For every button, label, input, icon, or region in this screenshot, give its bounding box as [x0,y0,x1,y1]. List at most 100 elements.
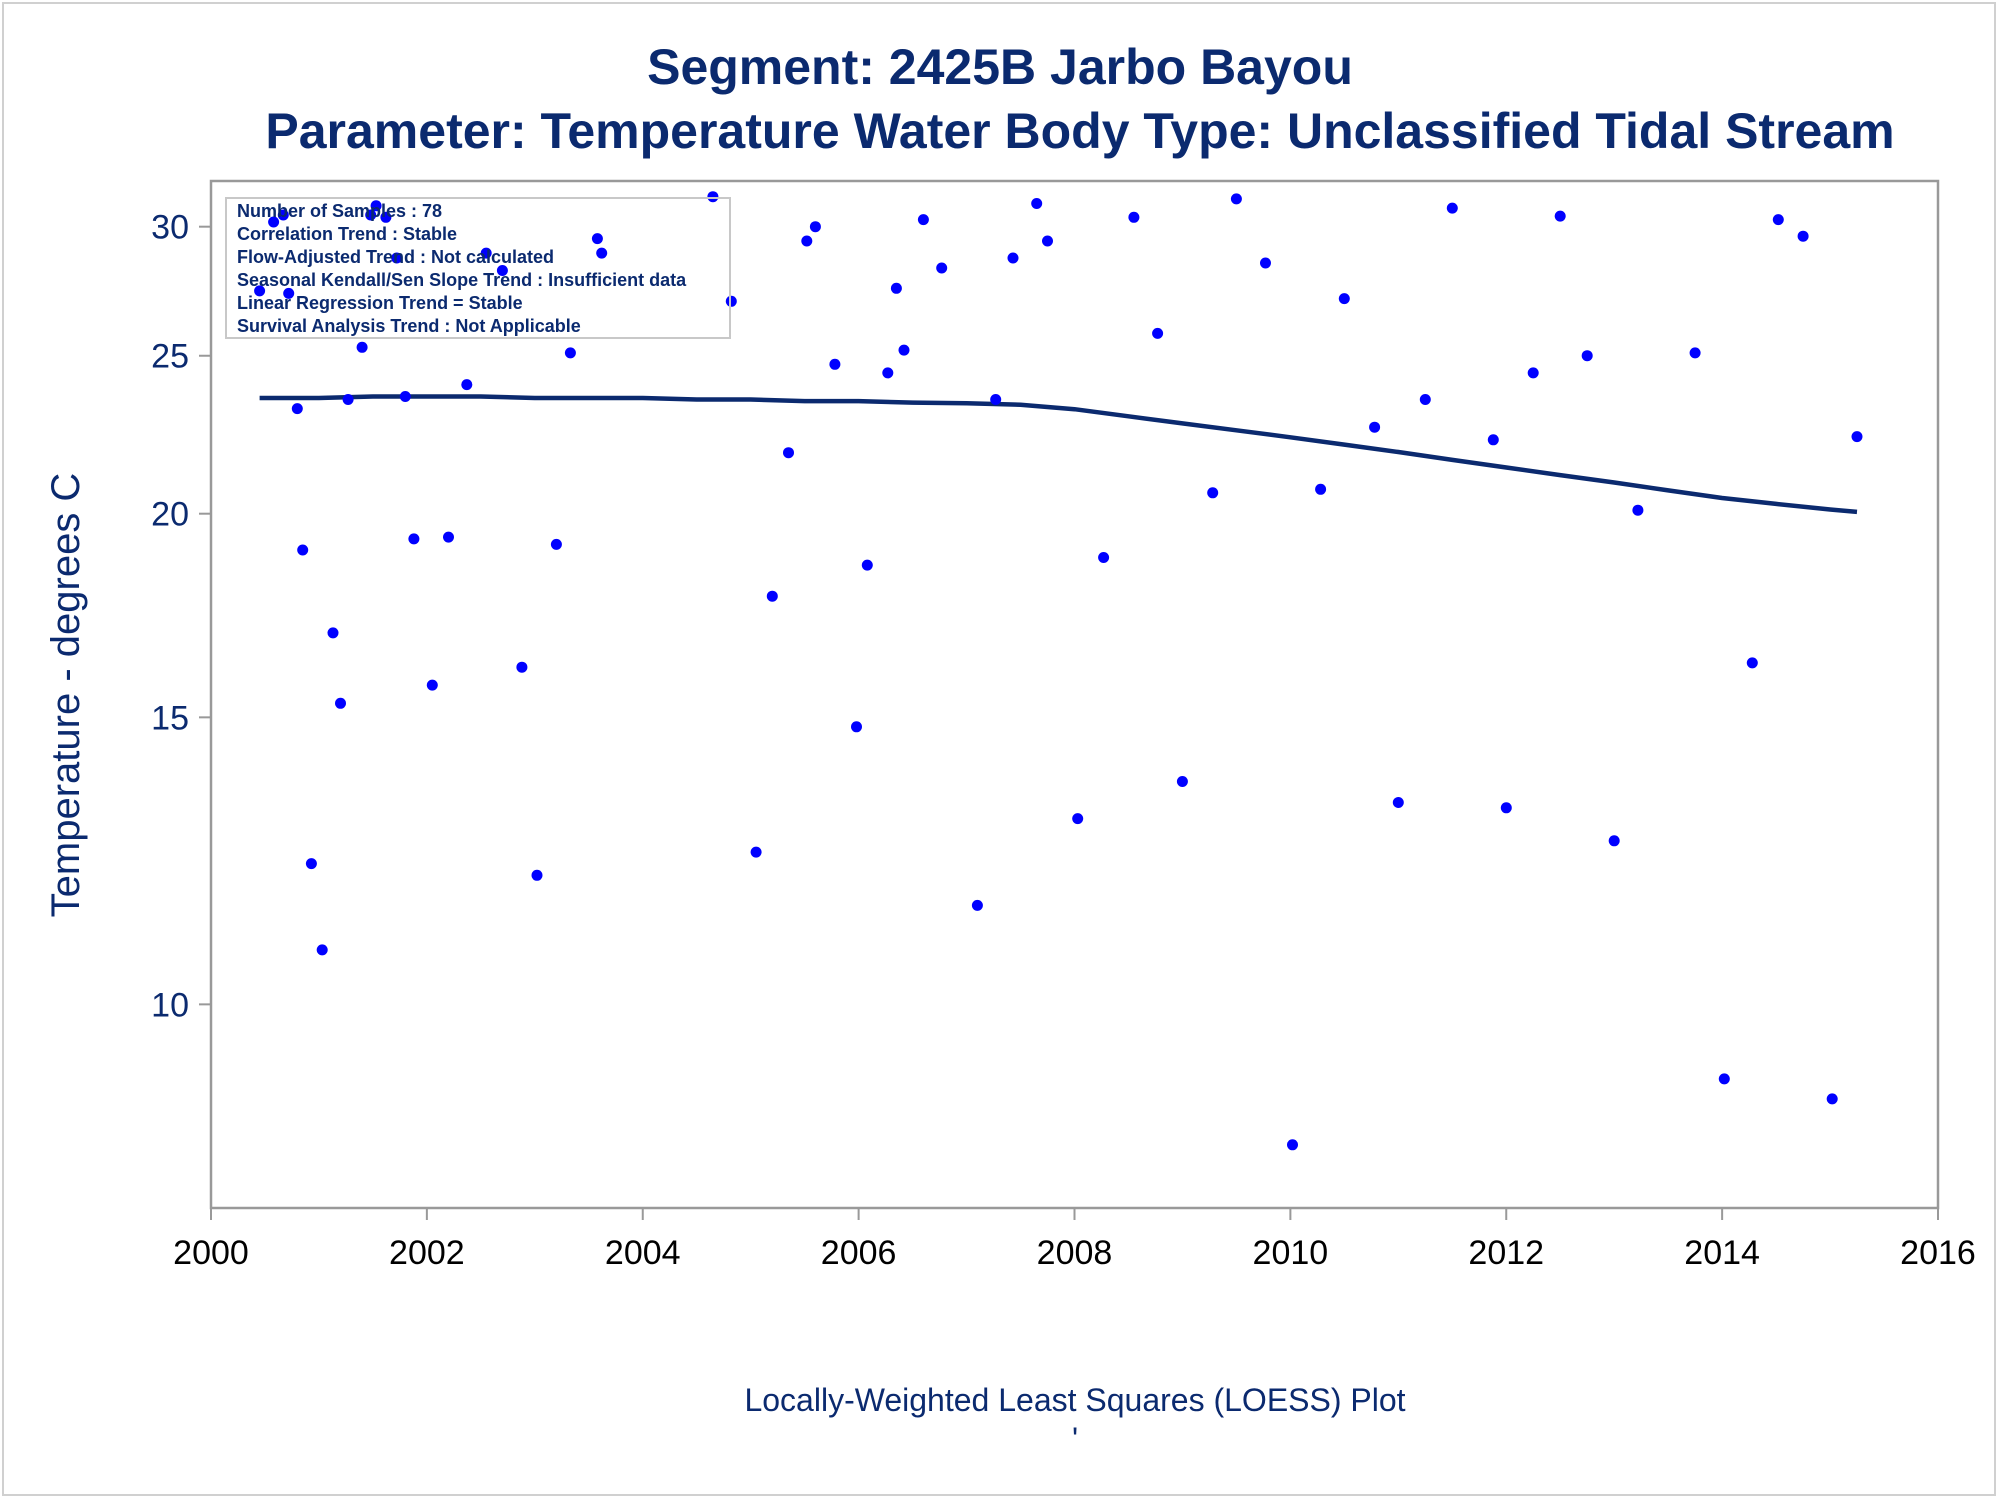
annotation-survival-analysis: Survival Analysis Trend : Not Applicable [237,316,581,336]
x-tick-label: 2002 [389,1234,465,1272]
sample-point [461,379,473,391]
y-tick-label: 30 [151,209,189,247]
x-tick-label: 2016 [1900,1234,1976,1272]
sample-point [365,209,377,221]
x-tick-label: 2014 [1684,1234,1760,1272]
sample-point [531,869,543,881]
sample-point [443,531,454,543]
sample-point [1797,230,1809,242]
sample-point [356,341,368,353]
y-axis: 10 15 20 25 30 [151,209,211,1024]
sample-point [1072,813,1084,825]
sample-point [1689,347,1701,359]
x-tick-label: 2008 [1037,1234,1113,1272]
sample-point [1230,193,1242,205]
y-tick-label: 20 [151,496,189,534]
sample-point [408,533,420,545]
sample-point [1772,214,1784,226]
sample-point [898,344,910,356]
chart-subtitle: Parameter: Temperature Water Body Type: … [265,103,1894,159]
sample-point [1419,394,1431,405]
x-axis-label: Locally-Weighted Least Squares (LOESS) P… [744,1382,1405,1418]
sample-point [516,661,528,673]
sample-point [1176,776,1188,787]
sample-point [596,247,608,259]
sample-point [1446,202,1458,214]
sample-point [725,295,737,307]
sample-point [283,287,295,299]
sample-point [1718,1073,1730,1085]
sample-point [936,262,948,274]
y-tick-label: 15 [151,699,189,737]
sample-point [591,233,603,245]
sample-point [1031,198,1043,209]
sample-point [1007,252,1019,264]
x-tick-label: 2012 [1468,1234,1544,1272]
sample-point [861,559,873,571]
x-tick-label: 2006 [821,1234,897,1272]
sample-point [1851,431,1863,443]
x-tick-label: 2004 [605,1234,681,1272]
sample-point [305,858,317,870]
sample-point [1042,235,1053,247]
sample-point [1527,367,1539,379]
y-axis-label: Temperature - degrees C [44,473,88,918]
trend-summary-frame [225,197,731,339]
sample-point [1315,483,1327,495]
annotation-linear-regression: Linear Regression Trend = Stable [237,293,523,313]
sample-point [750,846,762,858]
sample-point [327,627,339,639]
sample-point [1152,327,1164,339]
trend-summary-box: Number of Samples : 78 Correlation Trend… [225,197,731,339]
sample-point [783,447,794,459]
sample-point [1487,434,1499,446]
sample-point [1608,835,1620,847]
loess-series [259,394,1858,515]
annotation-flow-adjusted: Flow-Adjusted Trend : Not calculated [237,247,554,267]
sample-point [1500,802,1512,814]
chart-title: Segment: 2425B Jarbo Bayou [647,39,1353,95]
sample-point [917,214,929,226]
sample-point [1554,210,1566,222]
x-tick-label: 2000 [173,1234,249,1272]
sample-point [564,347,576,359]
sample-point [496,265,508,276]
sample-point [1098,552,1110,563]
sample-point [1128,211,1140,223]
sample-point [380,211,392,223]
sample-point [277,209,289,221]
sample-point [268,216,280,228]
sample-point [254,285,266,297]
sample-point [1260,257,1271,269]
x-axis: 2000 2002 2004 2006 2008 2010 2012 2014 2016 [173,1208,1976,1272]
sample-point [1632,504,1644,516]
sample-point [890,282,902,294]
sample-point [370,200,382,212]
sample-point [1826,1093,1838,1105]
sample-point [316,944,328,956]
sample-point [851,721,862,733]
x-tick-label: 2010 [1253,1234,1329,1272]
sample-point [480,247,492,259]
sample-point [829,358,841,370]
sample-point [766,590,778,602]
sample-point [391,252,403,264]
sample-point [1392,797,1404,808]
sample-point [550,538,562,550]
sample-point [990,394,1002,405]
sample-point [399,391,411,402]
sample-point [971,899,983,911]
sample-point [1581,350,1593,362]
y-tick-label: 10 [151,986,189,1024]
sample-point [335,697,346,709]
sample-point [1207,487,1219,499]
annotation-correlation: Correlation Trend : Stable [237,224,457,244]
footnote: ' [1072,1421,1078,1457]
sample-point [297,544,309,556]
sample-point [707,191,719,203]
sample-point [809,221,821,233]
sample-point [291,403,303,415]
loess-line [259,394,1858,515]
